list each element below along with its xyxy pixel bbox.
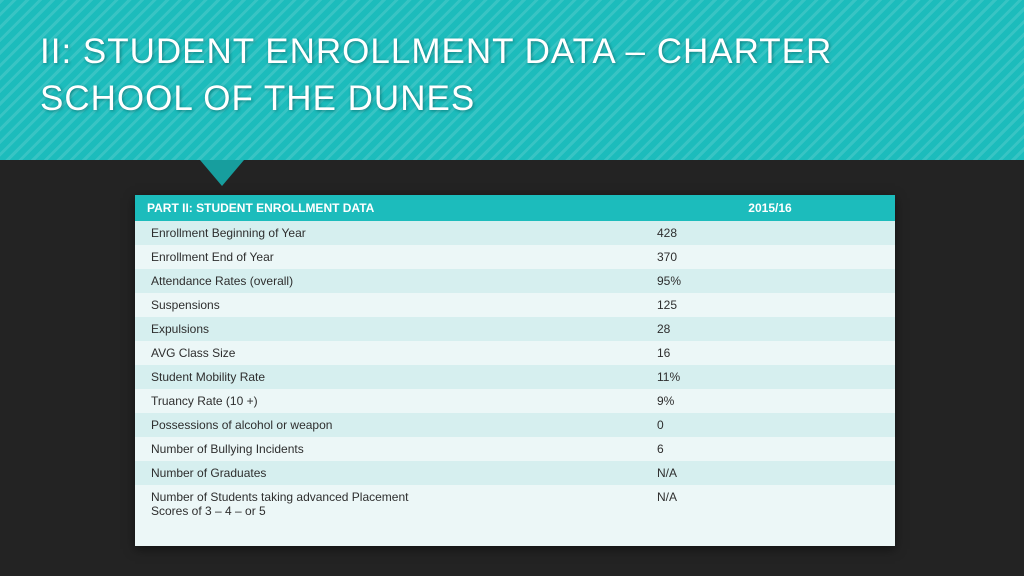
cell-value: 428 — [645, 221, 895, 245]
cell-value: 11% — [645, 365, 895, 389]
cell-spacer — [595, 341, 645, 365]
cell-value: N/A — [645, 461, 895, 485]
cell-spacer — [595, 389, 645, 413]
cell-value: 6 — [645, 437, 895, 461]
cell-label: Suspensions — [135, 293, 595, 317]
table-header-row: PART II: STUDENT ENROLLMENT DATA 2015/16 — [135, 195, 895, 221]
table-row: Expulsions 28 — [135, 317, 895, 341]
cell-label: Number of Bullying Incidents — [135, 437, 595, 461]
cell-label: Truancy Rate (10 +) — [135, 389, 595, 413]
cell-label: Expulsions — [135, 317, 595, 341]
table-row: Number of Bullying Incidents 6 — [135, 437, 895, 461]
slide-header: II: STUDENT ENROLLMENT DATA – CHARTER SC… — [0, 0, 1024, 160]
cell-value: 16 — [645, 341, 895, 365]
table-body: Enrollment Beginning of Year428Enrollmen… — [135, 221, 895, 546]
table-row: Enrollment End of Year 370 — [135, 245, 895, 269]
table-row: Truancy Rate (10 +) 9% — [135, 389, 895, 413]
cell-spacer — [595, 461, 645, 485]
cell-spacer — [595, 485, 645, 546]
table-row: Enrollment Beginning of Year 428 — [135, 221, 895, 245]
table-row: Number of Graduates N/A — [135, 461, 895, 485]
cell-value: N/A — [645, 485, 895, 546]
cell-value: 9% — [645, 389, 895, 413]
enrollment-table-container: PART II: STUDENT ENROLLMENT DATA 2015/16… — [135, 195, 895, 546]
enrollment-table: PART II: STUDENT ENROLLMENT DATA 2015/16… — [135, 195, 895, 546]
cell-label: Enrollment End of Year — [135, 245, 595, 269]
cell-value: 28 — [645, 317, 895, 341]
table-row: Attendance Rates (overall) 95% — [135, 269, 895, 293]
cell-label: Number of Graduates — [135, 461, 595, 485]
cell-label: Number of Students taking advanced Place… — [135, 485, 595, 546]
cell-label: Enrollment Beginning of Year — [135, 221, 595, 245]
col-header-year: 2015/16 — [645, 195, 895, 221]
table-row: Suspensions 125 — [135, 293, 895, 317]
slide-title: II: STUDENT ENROLLMENT DATA – CHARTER SC… — [40, 28, 984, 123]
table-row: AVG Class Size 16 — [135, 341, 895, 365]
table-row: Number of Students taking advanced Place… — [135, 485, 895, 546]
cell-value: 95% — [645, 269, 895, 293]
cell-spacer — [595, 317, 645, 341]
cell-label: Attendance Rates (overall) — [135, 269, 595, 293]
cell-value: 125 — [645, 293, 895, 317]
cell-spacer — [595, 221, 645, 245]
cell-spacer — [595, 365, 645, 389]
cell-label: Student Mobility Rate — [135, 365, 595, 389]
cell-spacer — [595, 293, 645, 317]
cell-label: Possessions of alcohol or weapon — [135, 413, 595, 437]
cell-value: 0 — [645, 413, 895, 437]
col-header-spacer — [595, 195, 645, 221]
cell-label: AVG Class Size — [135, 341, 595, 365]
table-row: Possessions of alcohol or weapon 0 — [135, 413, 895, 437]
table-row: Student Mobility Rate 11% — [135, 365, 895, 389]
cell-spacer — [595, 245, 645, 269]
cell-spacer — [595, 413, 645, 437]
cell-value: 370 — [645, 245, 895, 269]
cell-spacer — [595, 437, 645, 461]
col-header-label: PART II: STUDENT ENROLLMENT DATA — [135, 195, 595, 221]
header-pointer-icon — [200, 160, 244, 186]
cell-spacer — [595, 269, 645, 293]
